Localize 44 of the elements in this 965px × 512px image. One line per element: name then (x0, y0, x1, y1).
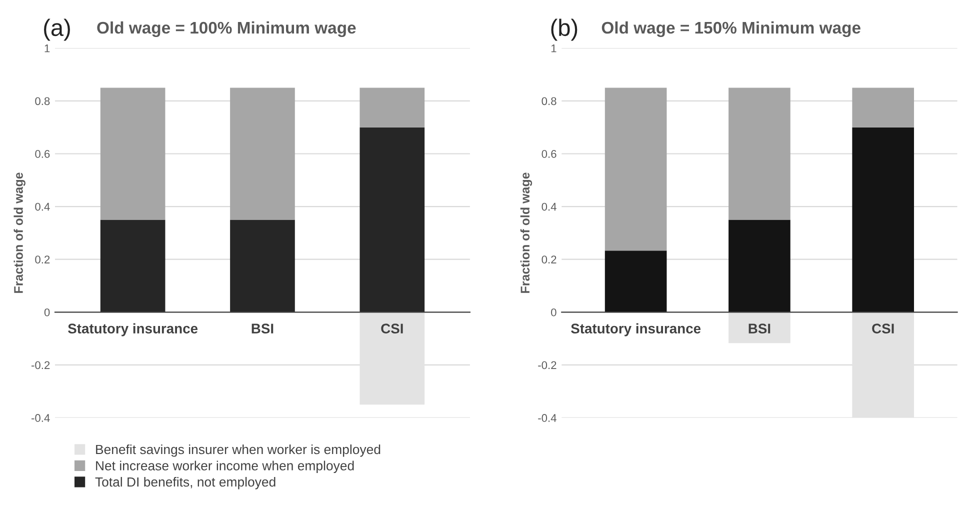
chart-title: (b) (551, 18, 578, 41)
bar (728, 312, 790, 344)
bar (728, 88, 790, 220)
y-tick-label: 1 (44, 44, 50, 52)
y-tick-label: 0.6 (35, 150, 50, 158)
y-tick-label: 0.4 (35, 202, 50, 211)
x-tick-label: CSI (381, 324, 403, 334)
y-tick-label: 0.2 (542, 256, 556, 264)
bar (728, 220, 790, 312)
x-tick-label: BSI (748, 324, 770, 334)
chart-subtitle: Old wage = 100% Minimum wage (97, 21, 356, 38)
y-tick-label: 0.8 (542, 97, 556, 106)
y-tick-label: -0.4 (31, 414, 50, 422)
bar (230, 220, 295, 312)
bar (230, 88, 295, 220)
x-tick-label: CSI (872, 324, 894, 334)
y-tick-label: 0 (551, 308, 556, 316)
chart-title: (a) (44, 18, 70, 41)
bar (852, 88, 914, 128)
y-tick-label: 1 (551, 44, 556, 52)
chart-subtitle: Old wage = 150% Minimum wage (602, 21, 860, 38)
y-tick-label: 0 (44, 308, 50, 316)
legend-label: Net increase worker income when employed (96, 460, 354, 474)
bar (604, 250, 667, 312)
y-tick-label: 0.8 (35, 97, 50, 106)
y-tick-label: 0.4 (542, 202, 556, 211)
y-tick-label: -0.4 (538, 414, 556, 422)
y-tick-label: -0.2 (31, 361, 50, 370)
bar (360, 127, 425, 312)
x-tick-label: Statutory insurance (571, 323, 701, 336)
y-tick-label: -0.2 (538, 361, 556, 370)
y-axis-title: Fraction of old wage (14, 172, 26, 293)
y-tick-label: 0.6 (542, 150, 556, 158)
x-tick-label: BSI (252, 324, 274, 334)
bar (852, 127, 914, 312)
legend-label: Benefit savings insurer when worker is employed (96, 444, 380, 457)
bar (100, 88, 166, 220)
bar (360, 88, 425, 128)
y-axis-title: Fraction of old wage (520, 172, 532, 293)
x-tick-label: Statutory insurance (68, 323, 198, 336)
bar (604, 88, 667, 251)
y-tick-label: 0.2 (35, 256, 50, 264)
bar (100, 220, 166, 312)
legend-label: Total DI benefits, not employed (95, 476, 276, 490)
